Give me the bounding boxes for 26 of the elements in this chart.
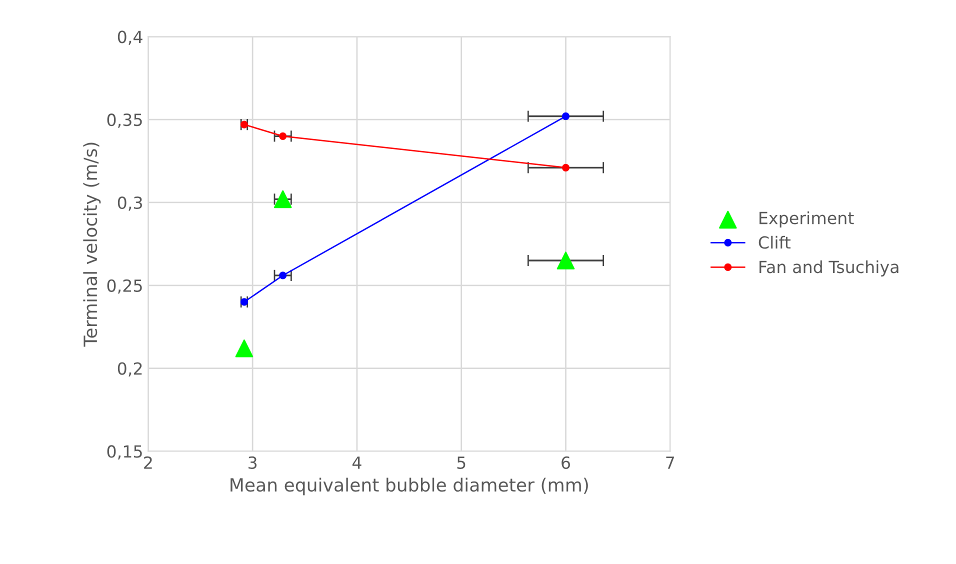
y-tick-label: 0,15 xyxy=(107,445,142,460)
x-tick-label: 5 xyxy=(457,456,466,469)
legend-label: Experiment xyxy=(760,211,854,228)
point xyxy=(562,164,570,172)
x-tick-label: 6 xyxy=(562,456,570,469)
point xyxy=(279,132,287,140)
y-tick-label: 0,25 xyxy=(107,279,142,294)
x-tick-label: 4 xyxy=(352,456,362,469)
y-tick-label: 0,4 xyxy=(118,30,142,45)
point xyxy=(240,120,248,128)
point xyxy=(279,272,287,280)
point xyxy=(274,190,292,208)
point xyxy=(556,252,575,270)
point xyxy=(562,112,570,120)
x-axis-title: Mean equivalent bubble diameter (mm) xyxy=(230,478,588,496)
y-tick-label: 0,2 xyxy=(118,362,142,377)
x-tick-label: 7 xyxy=(666,456,674,469)
point xyxy=(235,339,254,358)
legend-label: Fan and Tsuchiya xyxy=(760,260,898,276)
x-tick-label: 2 xyxy=(144,456,152,469)
y-tick-label: 0,35 xyxy=(107,114,142,128)
x-tick-label: 3 xyxy=(248,456,257,469)
y-tick-label: 0,3 xyxy=(118,196,142,211)
legend-label: Clift xyxy=(758,236,791,249)
y-axis-title: Terminal velocity (m/s) xyxy=(83,142,101,347)
point xyxy=(240,298,248,306)
